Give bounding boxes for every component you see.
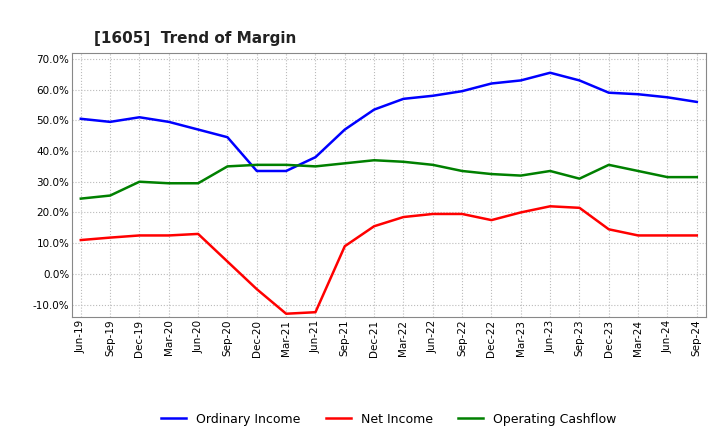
Operating Cashflow bbox=[693, 175, 701, 180]
Operating Cashflow bbox=[135, 179, 144, 184]
Net Income bbox=[399, 214, 408, 220]
Ordinary Income bbox=[575, 78, 584, 83]
Operating Cashflow bbox=[546, 169, 554, 174]
Operating Cashflow bbox=[370, 158, 379, 163]
Net Income bbox=[223, 259, 232, 264]
Net Income bbox=[546, 204, 554, 209]
Operating Cashflow bbox=[458, 169, 467, 174]
Ordinary Income bbox=[428, 93, 437, 99]
Net Income bbox=[663, 233, 672, 238]
Net Income bbox=[106, 235, 114, 240]
Ordinary Income bbox=[164, 119, 173, 125]
Ordinary Income bbox=[311, 154, 320, 160]
Operating Cashflow bbox=[282, 162, 290, 168]
Net Income bbox=[194, 231, 202, 237]
Line: Net Income: Net Income bbox=[81, 206, 697, 314]
Ordinary Income bbox=[76, 116, 85, 121]
Operating Cashflow bbox=[164, 181, 173, 186]
Ordinary Income bbox=[458, 88, 467, 94]
Operating Cashflow bbox=[76, 196, 85, 201]
Net Income bbox=[282, 311, 290, 316]
Ordinary Income bbox=[370, 107, 379, 112]
Operating Cashflow bbox=[399, 159, 408, 165]
Operating Cashflow bbox=[341, 161, 349, 166]
Ordinary Income bbox=[605, 90, 613, 95]
Net Income bbox=[164, 233, 173, 238]
Ordinary Income bbox=[546, 70, 554, 75]
Ordinary Income bbox=[663, 95, 672, 100]
Operating Cashflow bbox=[663, 175, 672, 180]
Ordinary Income bbox=[194, 127, 202, 132]
Operating Cashflow bbox=[605, 162, 613, 168]
Operating Cashflow bbox=[223, 164, 232, 169]
Net Income bbox=[487, 217, 496, 223]
Net Income bbox=[311, 310, 320, 315]
Operating Cashflow bbox=[428, 162, 437, 168]
Net Income bbox=[341, 244, 349, 249]
Operating Cashflow bbox=[487, 172, 496, 177]
Operating Cashflow bbox=[253, 162, 261, 168]
Ordinary Income bbox=[135, 115, 144, 120]
Operating Cashflow bbox=[575, 176, 584, 181]
Net Income bbox=[253, 286, 261, 292]
Net Income bbox=[634, 233, 642, 238]
Ordinary Income bbox=[341, 127, 349, 132]
Operating Cashflow bbox=[516, 173, 525, 178]
Line: Operating Cashflow: Operating Cashflow bbox=[81, 160, 697, 198]
Operating Cashflow bbox=[194, 181, 202, 186]
Net Income bbox=[428, 211, 437, 216]
Ordinary Income bbox=[634, 92, 642, 97]
Net Income bbox=[135, 233, 144, 238]
Ordinary Income bbox=[253, 169, 261, 174]
Text: [1605]  Trend of Margin: [1605] Trend of Margin bbox=[94, 31, 296, 46]
Operating Cashflow bbox=[634, 169, 642, 174]
Net Income bbox=[458, 211, 467, 216]
Ordinary Income bbox=[487, 81, 496, 86]
Ordinary Income bbox=[516, 78, 525, 83]
Net Income bbox=[693, 233, 701, 238]
Net Income bbox=[605, 227, 613, 232]
Ordinary Income bbox=[223, 135, 232, 140]
Legend: Ordinary Income, Net Income, Operating Cashflow: Ordinary Income, Net Income, Operating C… bbox=[156, 407, 621, 430]
Operating Cashflow bbox=[106, 193, 114, 198]
Net Income bbox=[370, 224, 379, 229]
Operating Cashflow bbox=[311, 164, 320, 169]
Line: Ordinary Income: Ordinary Income bbox=[81, 73, 697, 171]
Ordinary Income bbox=[693, 99, 701, 105]
Ordinary Income bbox=[399, 96, 408, 102]
Ordinary Income bbox=[282, 169, 290, 174]
Net Income bbox=[575, 205, 584, 210]
Ordinary Income bbox=[106, 119, 114, 125]
Net Income bbox=[516, 210, 525, 215]
Net Income bbox=[76, 238, 85, 243]
